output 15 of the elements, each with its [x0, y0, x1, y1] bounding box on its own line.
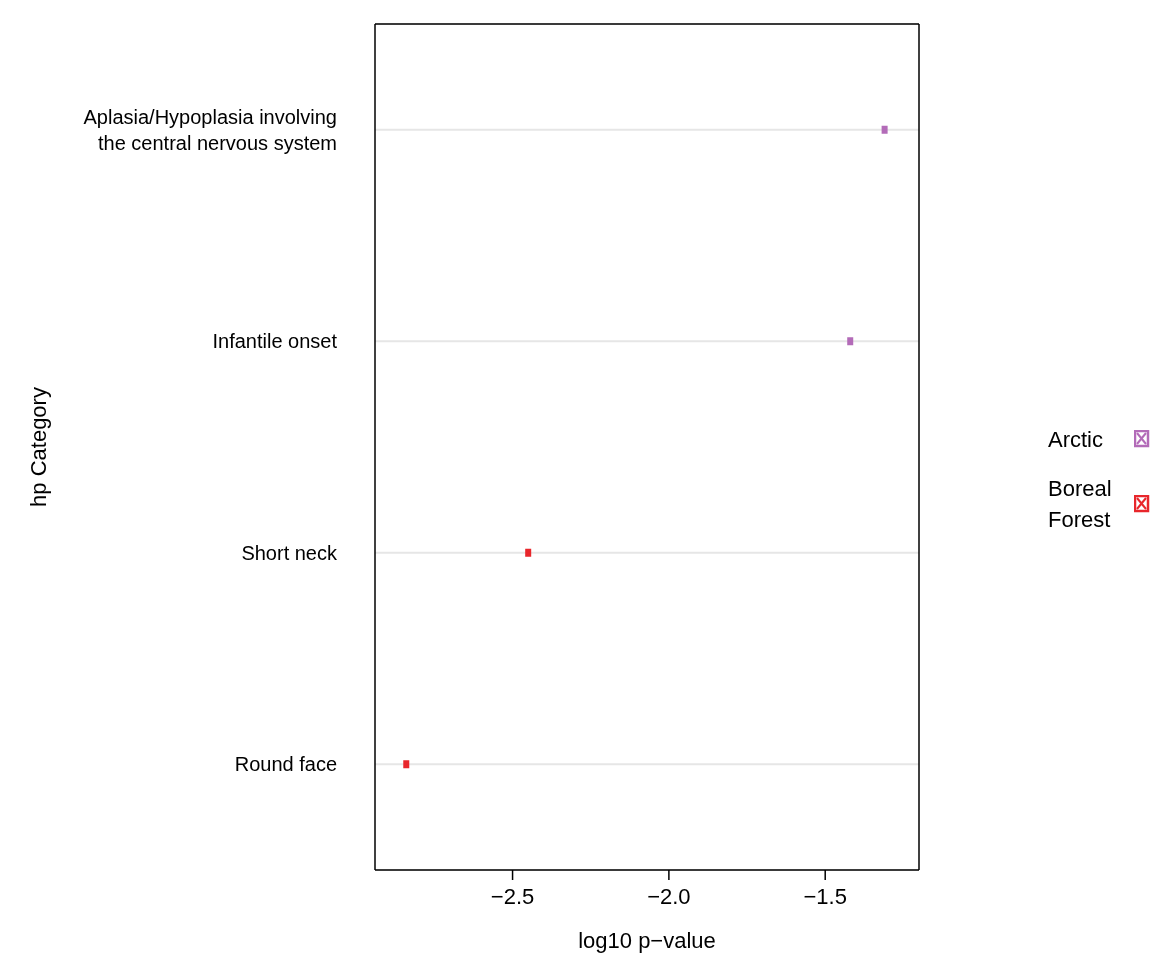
y-tick-label: Aplasia/Hypoplasia involving the central nervous system [83, 105, 337, 154]
point [403, 760, 410, 769]
x-tick-label: −2.0 [647, 883, 691, 909]
x-axis-title: log10 p−value [578, 928, 716, 953]
y-tick-label: Round face [234, 753, 337, 776]
legend-label: Boreal Forest [1048, 474, 1113, 534]
y-axis-title: hp Category [25, 387, 51, 507]
x-tick-label: −1.5 [803, 883, 847, 909]
point [847, 337, 854, 346]
y-tick-label: Short neck [241, 541, 338, 564]
point [525, 548, 532, 557]
legend-label: Arctic [1048, 425, 1104, 454]
x-tick-label: −2.5 [490, 883, 535, 909]
y-tick-label: Infantile onset [212, 330, 338, 353]
point [881, 125, 888, 134]
